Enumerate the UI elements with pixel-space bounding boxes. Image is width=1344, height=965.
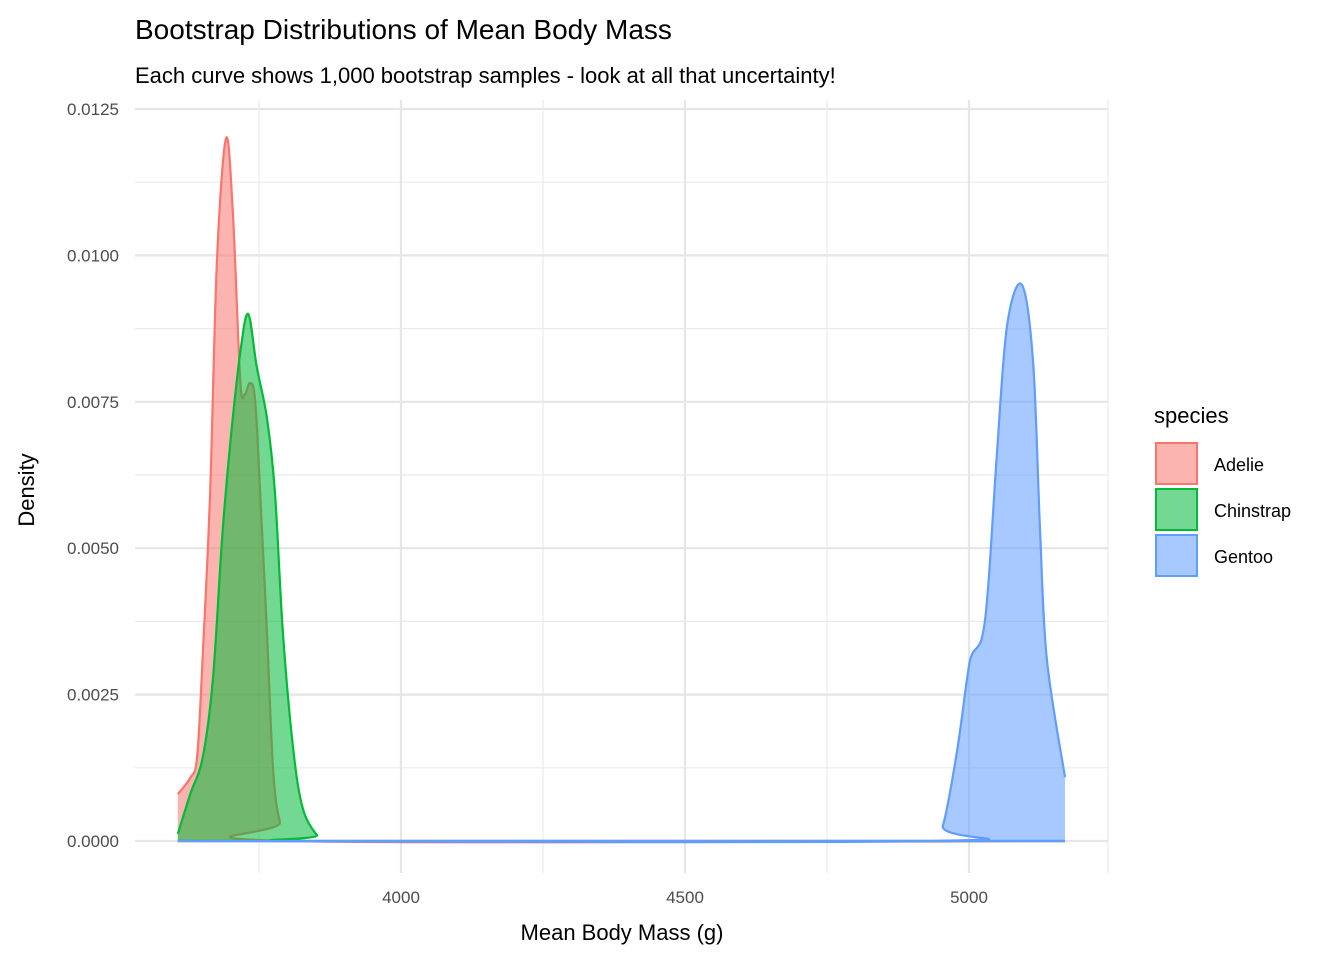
density-area-gentoo: [177, 283, 1065, 843]
y-tick-label: 0.0025: [67, 686, 119, 705]
x-tick-label: 4500: [666, 888, 704, 907]
density-areas: [176, 136, 1067, 844]
y-tick-label: 0.0100: [67, 246, 119, 265]
y-axis-label: Density: [14, 453, 39, 526]
y-tick-labels: 0.0000 0.0025 0.0050 0.0075 0.0100 0.0125: [67, 100, 119, 851]
density-line-chinstrap: [176, 312, 1065, 843]
legend-key-gentoo: [1155, 534, 1198, 577]
legend-label-gentoo: Gentoo: [1214, 547, 1273, 567]
legend-label-chinstrap: Chinstrap: [1214, 501, 1291, 521]
y-tick-label: 0.0050: [67, 539, 119, 558]
density-area-chinstrap: [177, 313, 1065, 842]
grid: [135, 100, 1109, 873]
x-axis-label: Mean Body Mass (g): [521, 920, 724, 945]
legend-title: species: [1154, 403, 1229, 428]
legend-label-adelie: Adelie: [1214, 455, 1264, 475]
legend: species Adelie Chinstrap Gentoo: [1154, 403, 1291, 577]
chart-title: Bootstrap Distributions of Mean Body Mas…: [135, 14, 672, 45]
y-tick-label: 0.0000: [67, 832, 119, 851]
x-tick-label: 4000: [382, 888, 420, 907]
legend-key-chinstrap: [1155, 488, 1198, 531]
y-tick-label: 0.0125: [67, 100, 119, 119]
chart-subtitle: Each curve shows 1,000 bootstrap samples…: [135, 63, 836, 88]
density-line-adelie: [176, 136, 1065, 844]
legend-key-adelie: [1155, 442, 1198, 485]
x-tick-labels: 4000 4500 5000: [382, 888, 988, 907]
density-area-adelie: [177, 137, 1065, 843]
y-tick-label: 0.0075: [67, 393, 119, 412]
density-line-gentoo: [177, 282, 1067, 844]
x-tick-label: 5000: [950, 888, 988, 907]
